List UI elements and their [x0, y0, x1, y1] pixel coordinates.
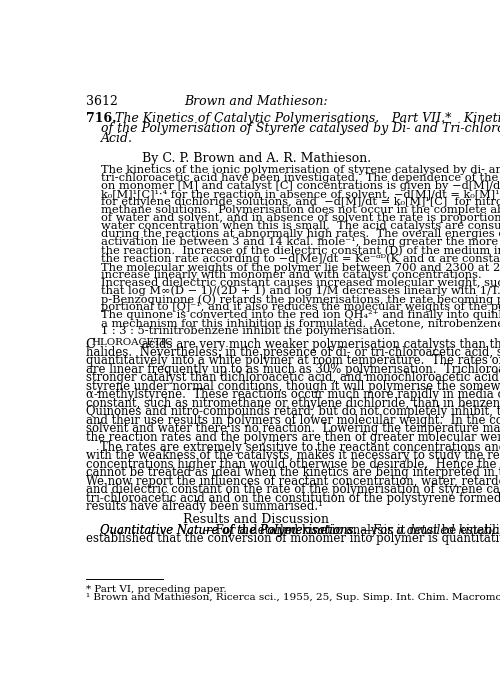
Text: * Part VI, preceding paper.: * Part VI, preceding paper.: [86, 585, 226, 594]
Text: constant, such as nitromethane or ethylene dichloride, than in benzene or withou: constant, such as nitromethane or ethyle…: [86, 397, 500, 410]
Text: portional to [Q]⁻¹, and it also reduces the molecular weights of the polymer.: portional to [Q]⁻¹, and it also reduces …: [101, 302, 500, 312]
Text: The molecular weights of the polymer lie between 700 and 2300 at 25°, and: The molecular weights of the polymer lie…: [101, 261, 500, 272]
Text: solvent and water there is no reaction.  Lowering the temperature markedly decre: solvent and water there is no reaction. …: [86, 422, 500, 435]
Text: p-Benzoquinone (Q) retards the polymerisations, the rate becoming pro-: p-Benzoquinone (Q) retards the polymeris…: [101, 294, 500, 305]
Text: We now report the influences of reactant concentration, water, retarders, temper: We now report the influences of reactant…: [86, 475, 500, 488]
Text: ¹ Brown and Mathieson, Ricerca sci., 1955, 25, Sup. Simp. Int. Chim. Macromol.: ¹ Brown and Mathieson, Ricerca sci., 195…: [86, 593, 500, 602]
Text: 3612: 3612: [86, 95, 118, 109]
Text: α-methylstyrene.  These reactions occur much more rapidly in media of high diele: α-methylstyrene. These reactions occur m…: [86, 388, 500, 401]
Text: 716.: 716.: [86, 112, 116, 126]
Text: and their use results in polymers of lower molecular weight.  In the complete ab: and their use results in polymers of low…: [86, 414, 500, 426]
Text: By C. P. Brown and A. R. Mathieson.: By C. P. Brown and A. R. Mathieson.: [142, 152, 371, 165]
Text: results have already been summarised.¹: results have already been summarised.¹: [86, 500, 322, 513]
Text: that log M∞(D − 1)/(2D + 1) and log 1/M decreases linearly with 1/T.: that log M∞(D − 1)/(2D + 1) and log 1/M …: [101, 286, 500, 297]
Text: Increased dielectric constant causes increased molecular weight, such: Increased dielectric constant causes inc…: [101, 278, 500, 288]
Text: Quinones and nitro-compounds retard, but do not completely inhibit, the polymeri: Quinones and nitro-compounds retard, but…: [86, 405, 500, 418]
Text: increase linearly with monomer and with catalyst concentrations.: increase linearly with monomer and with …: [101, 270, 482, 280]
Text: on monomer [M] and catalyst [C] concentrations is given by −d[M]/dt =: on monomer [M] and catalyst [C] concentr…: [101, 181, 500, 191]
Text: the reaction.  Increase of the dielectric constant (D) of the medium increases: the reaction. Increase of the dielectric…: [101, 246, 500, 256]
Text: the reaction rates and the polymers are then of greater molecular weight.: the reaction rates and the polymers are …: [86, 430, 500, 443]
Text: methane solutions.  Polymerisation does not occur in the complete absence: methane solutions. Polymerisation does n…: [101, 205, 500, 215]
Text: Quantitative Nature of the Polymerisations. —For a detailed kinetic analysis it : Quantitative Nature of the Polymerisatio…: [100, 524, 500, 537]
Text: The kinetics of the ionic polymerisation of styrene catalysed by di- and: The kinetics of the ionic polymerisation…: [101, 164, 500, 175]
Text: a mechanism for this inhibition is formulated.  Acetone, nitrobenzene, and: a mechanism for this inhibition is formu…: [101, 318, 500, 328]
Text: 1 : 3 : 5-trinitrobenzene inhibit the polymerisation.: 1 : 3 : 5-trinitrobenzene inhibit the po…: [101, 327, 396, 336]
Text: for ethylene dichloride solutions, and  −d[M]/dt = k₀[M]¹[C]  for nitro-: for ethylene dichloride solutions, and −…: [101, 197, 500, 207]
Text: and dielectric constant on the rate of the polymerisation of styrene catalysed b: and dielectric constant on the rate of t…: [86, 483, 500, 496]
Text: with the weakness of the catalysts, makes it necessary to study the reactions at: with the weakness of the catalysts, make…: [86, 449, 500, 462]
Text: activation lie between 3 and 14 kcal. mole⁻¹, being greater the more rapid: activation lie between 3 and 14 kcal. mo…: [101, 238, 500, 247]
Text: concentrations higher than would otherwise be desirable.  Hence the catalyst sol: concentrations higher than would otherwi…: [86, 458, 500, 471]
Text: quantitatively into a white polymer at room temperature.  The rates of these rea: quantitatively into a white polymer at r…: [86, 354, 500, 367]
Text: styrene under normal conditions, though it will polymerise the somewhat more rea: styrene under normal conditions, though …: [86, 380, 500, 393]
Text: of water and solvent, and in absence of solvent the rate is proportional to: of water and solvent, and in absence of …: [101, 213, 500, 223]
Text: water concentration when this is small.  The acid catalysts are consumed: water concentration when this is small. …: [101, 221, 500, 232]
Text: established that the conversion of monomer into polymer is quantitative and that: established that the conversion of monom…: [86, 532, 500, 545]
Text: Quantitative Nature of the Polymerisations.: Quantitative Nature of the Polymerisatio…: [100, 524, 357, 537]
Text: —For a detailed kinetic analysis it must be established that the conversion of m: —For a detailed kinetic analysis it must…: [204, 524, 500, 537]
Text: k₀[M]¹[C]¹·⁴ for the reaction in absence of solvent, −d[M]/dt = k₀[M]¹[C]¹: k₀[M]¹[C]¹·⁴ for the reaction in absence…: [101, 189, 500, 199]
Text: C: C: [86, 337, 96, 350]
Text: HLOROACETIC: HLOROACETIC: [92, 337, 174, 346]
Text: tri-chloroacetic acid have been investigated.  The dependence of the rates: tri-chloroacetic acid have been investig…: [101, 172, 500, 183]
Text: The quinone is converted into the red ion QH₄²⁺ and finally into quinhydrone;: The quinone is converted into the red io…: [101, 310, 500, 320]
Text: of the Polymerisation of Styrene catalysed by Di- and Tri-chloroacetic: of the Polymerisation of Styrene catalys…: [101, 122, 500, 135]
Text: cannot be treated as ideal when the kinetics are being interpreted in terms of m: cannot be treated as ideal when the kine…: [86, 466, 500, 479]
Text: The rates are extremely sensitive to the reactant concentrations and this, toget: The rates are extremely sensitive to the…: [100, 441, 500, 454]
Text: tri-chloroacetic acid and on the constitution of the polystyrene formed.  Some o: tri-chloroacetic acid and on the constit…: [86, 492, 500, 504]
Text: acids are very much weaker polymerisation catalysts than the metal: acids are very much weaker polymerisatio…: [138, 337, 500, 350]
Text: are linear frequently up to as much as 30% polymerisation.  Trichloroacetic acid: are linear frequently up to as much as 3…: [86, 363, 500, 376]
Text: Brown and Mathieson:: Brown and Mathieson:: [184, 95, 328, 109]
Text: Results and Discussion: Results and Discussion: [183, 513, 329, 526]
Text: during the reactions at abnormally high rates.  The overall energies of: during the reactions at abnormally high …: [101, 230, 500, 239]
Text: The Kinetics of Catalytic Polymerisations.  Part VII.*  Kinetics: The Kinetics of Catalytic Polymerisation…: [115, 112, 500, 126]
Text: Acid.: Acid.: [101, 132, 133, 145]
Text: halides.  Nevertheless, in the presence of di- or tri-chloroacetic acid, styrene: halides. Nevertheless, in the presence o…: [86, 346, 500, 359]
Text: the reaction rate according to −d[Me]/dt = Ke⁻ᵅᴰ(K and α are constants).: the reaction rate according to −d[Me]/dt…: [101, 253, 500, 264]
Text: stronger catalyst than dichloroacetic acid, and monochloroacetic acid does not p: stronger catalyst than dichloroacetic ac…: [86, 371, 500, 384]
